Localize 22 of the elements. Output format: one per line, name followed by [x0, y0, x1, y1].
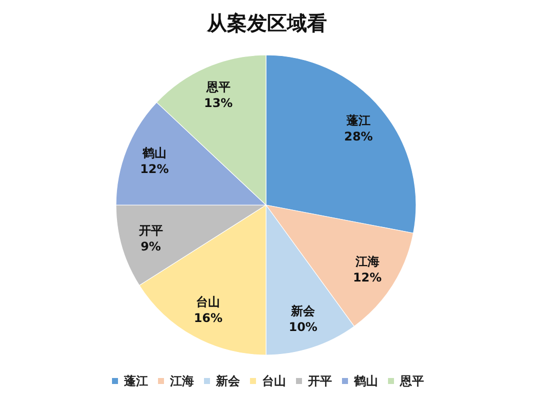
legend-label: 台山 — [262, 374, 286, 388]
legend-label: 江海 — [169, 374, 194, 388]
slice-label: 台山 — [196, 295, 220, 310]
slice-label: 江海 — [354, 254, 380, 268]
data-label: 13% — [204, 96, 233, 110]
data-label: 9% — [140, 239, 161, 254]
data-label: 12% — [140, 162, 169, 176]
data-label: 10% — [288, 320, 318, 334]
legend-label: 新会 — [215, 374, 241, 388]
legend-label: 蓬江 — [123, 374, 148, 388]
legend-label: 开平 — [307, 374, 332, 388]
data-label: 16% — [194, 311, 223, 326]
legend-label: 恩平 — [399, 374, 424, 388]
slice-label: 蓬江 — [345, 114, 370, 128]
data-label: 12% — [352, 270, 382, 284]
slice-label: 恩平 — [205, 80, 230, 94]
chart-title: 从案发区域看 — [206, 11, 327, 35]
legend-label: 鹤山 — [353, 374, 378, 388]
slice-label: 开平 — [138, 223, 163, 238]
slice-label: 新会 — [290, 304, 316, 318]
data-label: 28% — [344, 130, 373, 144]
slice-label: 鹤山 — [141, 146, 166, 160]
